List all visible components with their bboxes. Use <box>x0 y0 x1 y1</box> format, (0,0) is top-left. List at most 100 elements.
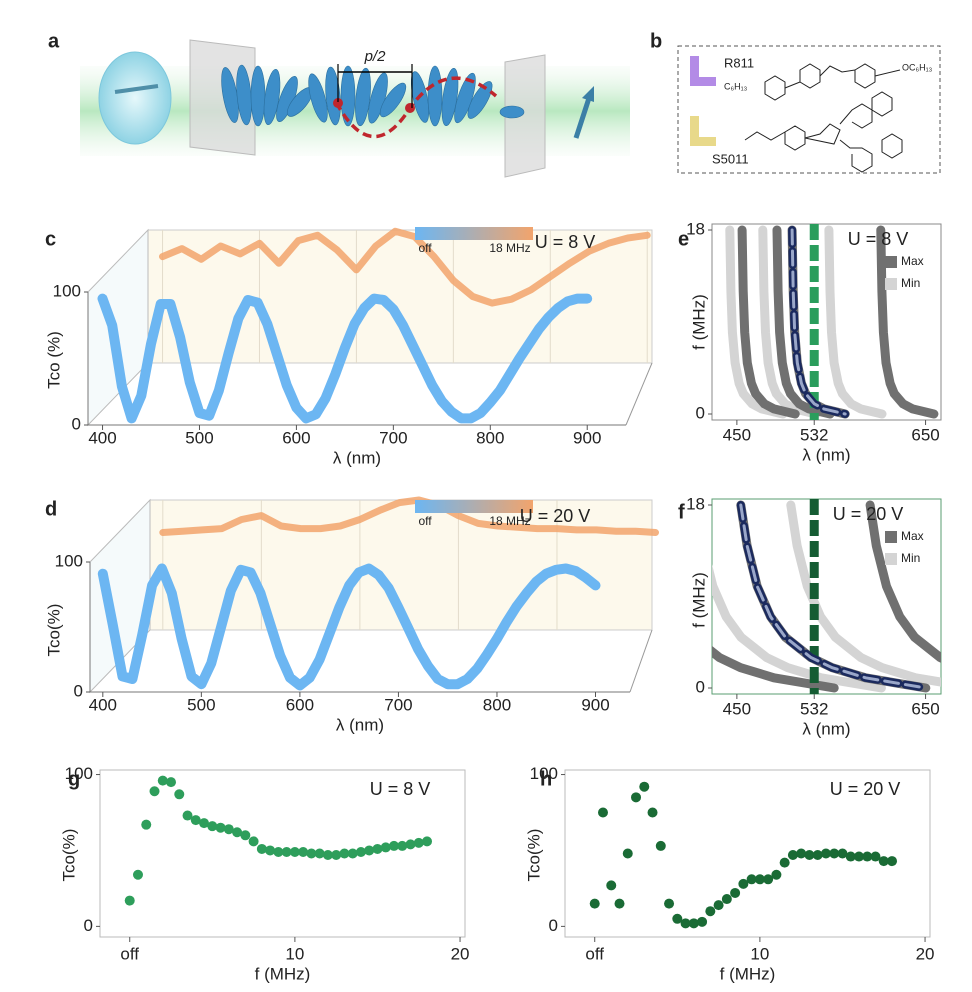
data-point <box>149 786 160 797</box>
data-point <box>721 894 732 905</box>
legend-label: 18 MHz <box>489 241 530 255</box>
legend-label: 18 MHz <box>489 514 530 528</box>
annotation: U = 8 V <box>848 229 909 249</box>
chemical-group: OC₆H₁₃ <box>902 62 933 72</box>
data-point <box>796 848 807 859</box>
spectrum-line <box>159 496 659 536</box>
analyzer-arrow <box>582 86 594 102</box>
panel-letter: f <box>678 501 685 523</box>
data-point <box>829 848 840 859</box>
data-point <box>355 846 366 857</box>
data-point <box>207 821 218 832</box>
panel-g: g off 10 20 0 100 f (MHz) Tco(%) U = 8 V <box>59 764 469 983</box>
y-tick-label: 100 <box>55 551 83 570</box>
data-point <box>298 846 309 857</box>
legend-swatch <box>885 531 897 543</box>
data-point <box>878 856 889 867</box>
polarizer <box>98 51 172 145</box>
data-point <box>190 815 201 826</box>
data-point <box>372 843 383 854</box>
panel-letter: e <box>678 228 689 250</box>
data-point <box>837 848 848 859</box>
y-axis-label: Tco(%) <box>44 604 63 657</box>
data-point <box>314 848 325 859</box>
data-point <box>614 898 625 909</box>
y-axis-label: Tco(%) <box>59 829 78 882</box>
branch-line <box>725 225 887 419</box>
data-point <box>422 836 433 847</box>
data-point <box>256 843 267 854</box>
x-tick-label: 20 <box>916 944 935 963</box>
panel-letter: a <box>48 30 60 52</box>
x-tick-label: 450 <box>723 425 751 444</box>
x-tick-label: 600 <box>286 695 314 714</box>
floor-edge <box>625 362 653 426</box>
data-point <box>215 822 226 833</box>
data-point <box>597 807 608 818</box>
analyzer-arrow <box>573 94 593 139</box>
data-point <box>622 848 633 859</box>
y-axis-label: Tco (%) <box>44 331 63 389</box>
panel-letter: d <box>45 498 57 520</box>
x-axis-label: f (MHz) <box>720 964 776 983</box>
data-point <box>870 851 881 862</box>
data-point <box>388 840 399 851</box>
data-point <box>804 850 815 861</box>
data-point <box>680 918 691 929</box>
legend-label: Min <box>901 551 920 565</box>
spectrum-line <box>97 293 593 424</box>
data-point <box>853 851 864 862</box>
y-tick-label: 18 <box>686 219 705 238</box>
data-point <box>771 869 782 880</box>
x-tick-label: 10 <box>285 944 304 963</box>
annotation: U = 20 V <box>830 779 901 799</box>
y-tick-label: 100 <box>65 764 93 783</box>
x-tick-label: 600 <box>282 428 310 447</box>
data-point <box>364 845 375 856</box>
x-axis-label: λ (nm) <box>333 448 381 467</box>
data-point <box>589 898 600 909</box>
y-axis-label: f (MHz) <box>689 294 708 350</box>
data-point <box>779 857 790 868</box>
x-tick-label: 800 <box>483 695 511 714</box>
x-tick-label: 900 <box>573 428 601 447</box>
data-point <box>223 824 234 835</box>
data-point <box>887 856 898 867</box>
x-tick-label: 800 <box>476 428 504 447</box>
legend-label: Min <box>901 276 920 290</box>
spectrum-line <box>97 563 601 691</box>
y-tick-label: 0 <box>696 677 705 696</box>
data-point <box>141 819 152 830</box>
data-point <box>405 839 416 850</box>
legend-swatch <box>885 256 897 268</box>
data-point <box>763 874 774 885</box>
data-point <box>273 846 284 857</box>
x-tick-label: 400 <box>88 428 116 447</box>
data-point <box>347 848 358 859</box>
y-tick-label: 0 <box>74 681 83 700</box>
data-point <box>166 777 177 788</box>
helix-point <box>333 98 343 108</box>
colorbar <box>415 500 533 513</box>
panel-c: c off 18 MHz 400 500 600 700 800 900 0 100 λ (nm) Tc… <box>44 227 653 467</box>
data-point <box>655 840 666 851</box>
data-point <box>713 900 724 911</box>
data-point <box>820 848 831 859</box>
data-point <box>730 887 741 898</box>
data-point <box>672 913 683 924</box>
data-point <box>157 775 168 786</box>
x-tick-label: 900 <box>581 695 609 714</box>
data-point <box>746 874 757 885</box>
panel-d: d off 18 MHz 400 500 600 700 800 900 0 100 λ (nm) Tc… <box>44 496 659 734</box>
x-axis-label: λ (nm) <box>336 715 384 734</box>
data-point <box>380 842 391 853</box>
lc-molecules <box>221 64 525 127</box>
data-point <box>845 851 856 862</box>
data-point <box>248 836 259 847</box>
highlight-core <box>739 503 928 690</box>
x-tick-label: 20 <box>451 944 470 963</box>
data-point <box>281 846 292 857</box>
x-axis-label: f (MHz) <box>255 964 311 983</box>
